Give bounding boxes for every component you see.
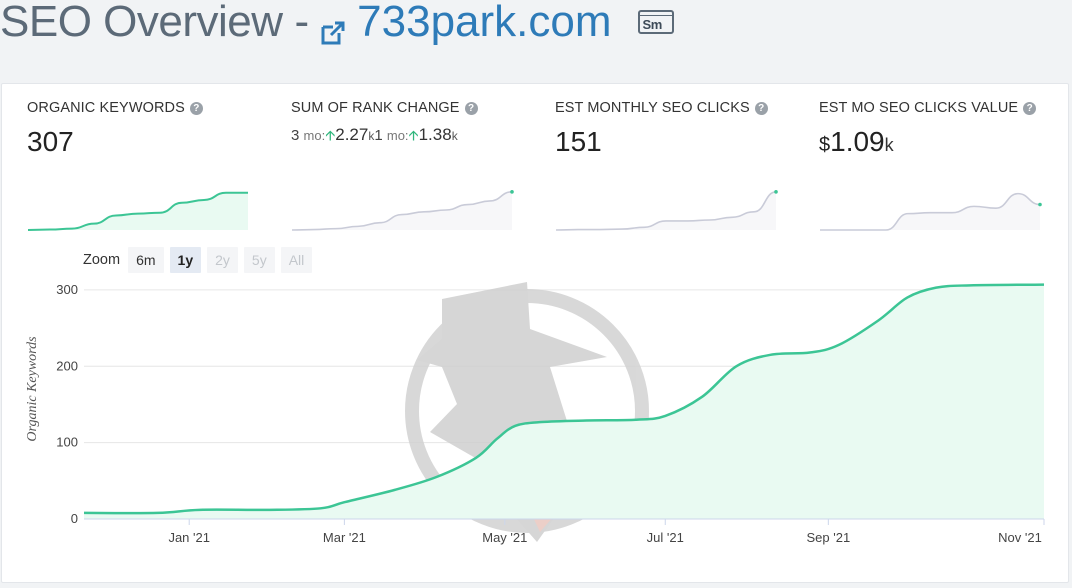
- sm-icon-label: Sm: [642, 17, 663, 32]
- sparkline-line: [820, 192, 1041, 231]
- overview-panel: ORGANIC KEYWORDS ? 307 SUM OF RANK CHANG…: [1, 83, 1069, 583]
- sparkline-organic-keywords: [27, 191, 248, 231]
- zoom-controls: Zoom 6m 1y 2y 5y All: [83, 246, 313, 274]
- rank1-unit: k: [451, 129, 458, 143]
- zoom-1y-button[interactable]: 1y: [169, 247, 202, 273]
- help-icon[interactable]: ?: [754, 101, 768, 115]
- help-icon[interactable]: ?: [464, 101, 478, 115]
- help-icon[interactable]: ?: [189, 101, 203, 115]
- sparkline-fill: [556, 191, 776, 230]
- sparkline-fill: [820, 193, 1040, 230]
- zoom-2y-button[interactable]: 2y: [207, 247, 238, 273]
- sparkline-rank-change: [291, 190, 514, 231]
- zoom-all-button[interactable]: All: [280, 247, 313, 273]
- rank3-prefix: 3: [291, 127, 300, 144]
- y-tick-label: 200: [56, 358, 78, 373]
- metric-sum-rank-change: SUM OF RANK CHANGE ? 3 mo:🡩2.27k1 mo:🡩1.…: [291, 100, 516, 231]
- metric-unit: k: [884, 135, 894, 155]
- sparkline-clicks-value: [820, 192, 1042, 231]
- zoom-6m-button[interactable]: 6m: [128, 247, 164, 273]
- y-axis: 0 100 200 300: [56, 282, 78, 526]
- up-arrow-icon: 🡩: [408, 127, 419, 143]
- rank3-unit: k: [368, 129, 375, 143]
- sparkline-end-point: [510, 190, 514, 194]
- x-tick-label: May '21: [482, 530, 527, 545]
- sparkline-line: [291, 191, 513, 231]
- sparkline-fill: [292, 191, 512, 230]
- x-tick-label: Sep '21: [806, 530, 850, 545]
- zoom-label: Zoom: [83, 252, 121, 268]
- y-axis-label: Organic Keywords: [25, 336, 40, 442]
- organic-keywords-chart: Jan '21 Mar '21 May '21 Jul '21 Sep '21 Nov '…: [25, 282, 1045, 545]
- page-title: SEO Overview: [0, 0, 283, 46]
- metric-label: ORGANIC KEYWORDS ?: [27, 100, 252, 116]
- sparkline-end-point: [1038, 202, 1042, 207]
- metric-label-text: SUM OF RANK CHANGE: [291, 100, 460, 116]
- y-tick-label: 300: [56, 282, 78, 297]
- metric-value: $1.09k: [819, 126, 1044, 158]
- metric-value: 307: [27, 126, 74, 157]
- x-tick-label: Mar '21: [323, 530, 366, 545]
- sparkline-line: [27, 191, 248, 231]
- rank1-value: 1.38: [418, 125, 452, 144]
- rank1-suffix: mo:: [386, 128, 409, 143]
- zoom-5y-button[interactable]: 5y: [243, 247, 275, 273]
- semrush-icon[interactable]: Sm: [637, 10, 674, 34]
- page-header: SEO Overview - 733park.com Sm: [0, 0, 674, 54]
- metric-number: 1.09: [830, 126, 885, 157]
- x-tick-label: Jul '21: [647, 530, 684, 545]
- rank3-suffix: mo:: [303, 128, 326, 143]
- metric-est-clicks-value: EST MO SEO CLICKS VALUE ? $1.09k: [819, 100, 1044, 231]
- rank-change-values: 3 mo:🡩2.27k1 mo:🡩1.38k: [291, 125, 516, 149]
- x-tick-label: Nov '21: [998, 530, 1042, 545]
- series-line: [83, 283, 1045, 515]
- area-fill: [84, 284, 1044, 519]
- rank1-prefix: 1: [374, 127, 383, 144]
- metric-label: EST MO SEO CLICKS VALUE ?: [819, 100, 1044, 116]
- metric-est-monthly-clicks: EST MONTHLY SEO CLICKS ? 151: [555, 100, 780, 231]
- sparkline-end-point: [774, 190, 778, 194]
- x-axis: Jan '21 Mar '21 May '21 Jul '21 Sep '21 Nov '…: [84, 518, 1045, 545]
- metric-label-text: EST MONTHLY SEO CLICKS: [555, 100, 750, 116]
- x-tick-label: Jan '21: [168, 530, 210, 545]
- metric-label: SUM OF RANK CHANGE ?: [291, 100, 516, 116]
- sm-icon-bar: [639, 15, 672, 16]
- sparkline-line: [555, 191, 777, 231]
- y-tick-label: 100: [56, 435, 78, 450]
- currency-symbol: $: [819, 134, 831, 156]
- y-tick-label: 0: [71, 511, 78, 526]
- external-link-icon[interactable]: [319, 8, 347, 45]
- domain-link[interactable]: 733park.com: [357, 0, 612, 46]
- up-arrow-icon: 🡩: [325, 127, 336, 143]
- metric-label: EST MONTHLY SEO CLICKS ?: [555, 100, 780, 116]
- metric-organic-keywords: ORGANIC KEYWORDS ? 307: [27, 100, 252, 231]
- metric-label-text: ORGANIC KEYWORDS: [27, 100, 185, 116]
- metric-value: 151: [555, 126, 602, 157]
- help-icon[interactable]: ?: [1023, 101, 1037, 115]
- metric-label-text: EST MO SEO CLICKS VALUE: [819, 100, 1019, 116]
- sparkline-est-clicks: [555, 190, 778, 231]
- title-separator: -: [294, 0, 310, 46]
- rank3-value: 2.27: [335, 125, 369, 144]
